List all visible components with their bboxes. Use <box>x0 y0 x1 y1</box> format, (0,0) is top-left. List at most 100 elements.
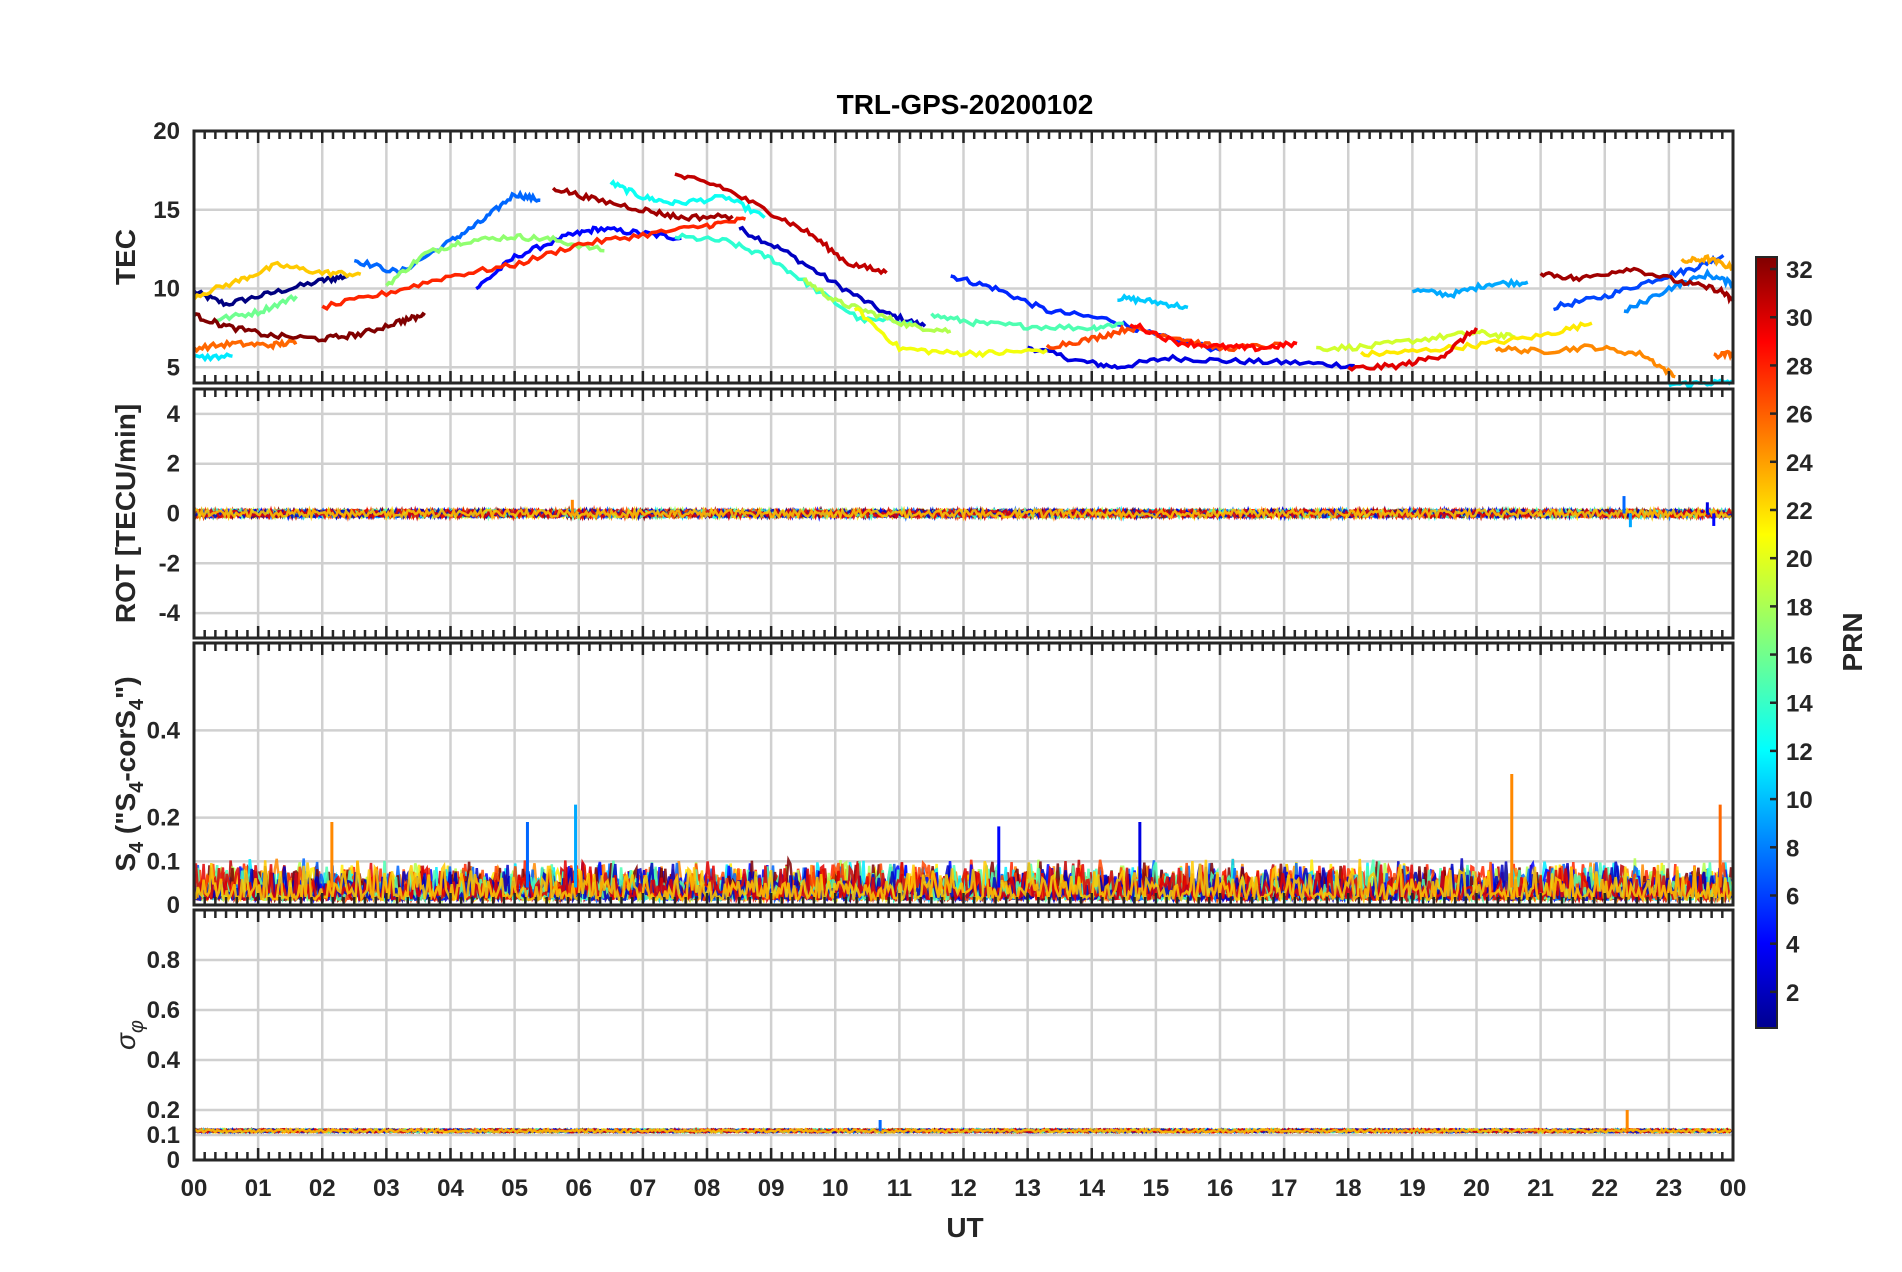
panel-ticks <box>192 389 1735 638</box>
x-tick-label: 13 <box>1014 1175 1041 1202</box>
colorbar-tick-label: 26 <box>1786 402 1813 429</box>
colorbar-tick-label: 2 <box>1786 980 1799 1007</box>
x-tick-label: 05 <box>501 1175 528 1202</box>
colorbar-tick-label: 4 <box>1786 932 1800 959</box>
tec-series-prn-31 <box>1539 266 1735 305</box>
tec-series-prn-25 <box>192 338 298 354</box>
panel-ticks <box>192 131 1735 383</box>
y-tick-label: 2 <box>167 451 180 478</box>
tec-series-prn-28 <box>1129 322 1298 353</box>
panel-rot: -4 -2 0 2 4 ROT [TECU/min] <box>110 387 1735 640</box>
rot-series-prn-22 <box>193 505 1732 522</box>
y-tick-label: 10 <box>153 276 180 303</box>
y-tick-label: 0.8 <box>147 947 180 974</box>
tec-series-prn-10 <box>1411 277 1529 300</box>
y-tick-label: 0 <box>167 501 180 528</box>
panel-ticks <box>192 910 1735 1160</box>
y-tick-label: 4 <box>167 401 181 428</box>
tec-series-prn-29 <box>1347 327 1479 372</box>
x-tick-label: 22 <box>1591 1175 1618 1202</box>
tec-series-prn-32 <box>193 311 426 343</box>
panel-tec-series <box>192 172 1735 389</box>
x-tick-label: 04 <box>437 1175 464 1202</box>
tec-series-prn-20 <box>853 306 1048 359</box>
x-axis: 00 01 02 03 04 05 06 07 08 09 10 11 12 13 14 15 16 17 18 19… <box>181 1175 1747 1202</box>
x-tick-label: 02 <box>309 1175 336 1202</box>
y-axis-label-s4: S4 ("S4-corS4") <box>110 676 148 871</box>
panel-tec: 5 10 15 20 TEC <box>110 118 1735 389</box>
colorbar-tick-label: 32 <box>1786 257 1813 284</box>
tec-series-prn-31 <box>551 186 734 223</box>
y-tick-label: 0.1 <box>147 1122 180 1149</box>
y-tick-label: -2 <box>159 550 180 577</box>
y-tick-label: 0.6 <box>147 997 180 1024</box>
y-tick-label: 0.2 <box>147 805 180 832</box>
panel-rot-series <box>192 496 1733 528</box>
y-tick-label: 0.1 <box>147 848 180 875</box>
tec-series-prn-25 <box>1713 349 1734 362</box>
x-tick-label: 17 <box>1271 1175 1298 1202</box>
x-tick-label: 19 <box>1399 1175 1426 1202</box>
y-tick-label: 0 <box>167 1147 180 1174</box>
x-tick-label: 09 <box>758 1175 785 1202</box>
tec-series-prn-11 <box>1117 293 1189 311</box>
tec-series-prn-13 <box>609 179 766 219</box>
colorbar-tick-label: 16 <box>1786 643 1813 670</box>
tec-series-prn-1 <box>192 273 349 308</box>
colorbar-tick-label: 30 <box>1786 305 1813 332</box>
colorbar-tick-label: 20 <box>1786 546 1813 573</box>
tec-series-prn-3 <box>738 225 927 329</box>
y-tick-label: 0.4 <box>147 1047 181 1074</box>
x-tick-label: 20 <box>1463 1175 1490 1202</box>
x-tick-label: 01 <box>245 1175 272 1202</box>
y-axis-label-sigma: σφ <box>110 1020 148 1050</box>
x-tick-label: 16 <box>1207 1175 1234 1202</box>
x-axis-label: UT <box>946 1212 983 1243</box>
y-tick-label: 20 <box>153 118 180 145</box>
x-tick-label: 21 <box>1527 1175 1554 1202</box>
x-tick-label: 00 <box>1720 1175 1747 1202</box>
y-axis-label-tec: TEC <box>110 229 141 285</box>
x-tick-label: 07 <box>630 1175 657 1202</box>
tec-series-prn-12 <box>193 352 233 363</box>
colorbar-tick-label: 8 <box>1786 835 1799 862</box>
tec-series-prn-4 <box>1027 345 1355 370</box>
x-tick-label: 14 <box>1078 1175 1105 1202</box>
x-tick-label: 23 <box>1656 1175 1683 1202</box>
tec-series-prn-30 <box>674 172 888 276</box>
tec-series-prn-23 <box>1680 254 1734 272</box>
sigma-series-prn-22 <box>193 1127 1732 1135</box>
tec-series-prn-19 <box>1316 328 1516 353</box>
colorbar-gradient <box>1755 256 1778 1029</box>
tec-series-prn-21 <box>1360 321 1593 358</box>
x-tick-label: 10 <box>822 1175 849 1202</box>
tec-series-prn-8 <box>353 189 541 277</box>
tec-series-prn-16 <box>213 293 298 323</box>
y-tick-label: -4 <box>159 600 181 627</box>
panel-ticks <box>192 643 1735 905</box>
tec-series-prn-24 <box>1494 343 1676 379</box>
x-tick-label: 06 <box>565 1175 592 1202</box>
colorbar-tick-label: 22 <box>1786 498 1813 525</box>
colorbar-tick-label: 14 <box>1786 691 1813 718</box>
colorbar-tick-label: 12 <box>1786 739 1813 766</box>
y-tick-label: 0.4 <box>147 717 181 744</box>
x-tick-label: 11 <box>887 1175 912 1202</box>
x-tick-label: 03 <box>373 1175 400 1202</box>
y-tick-label: 5 <box>167 354 180 381</box>
tec-series-prn-27 <box>321 216 747 311</box>
y-tick-label: 0 <box>167 892 180 919</box>
panel-sigma: 00.10.2 0.4 0.6 0.8 σφ <box>110 908 1735 1174</box>
x-tick-label: 15 <box>1143 1175 1170 1202</box>
colorbar-tick-label: 28 <box>1786 353 1813 380</box>
colorbar-tick-label: 10 <box>1786 787 1813 814</box>
y-tick-label: 0.2 <box>147 1097 180 1124</box>
colorbar-tick-label: 18 <box>1786 594 1813 621</box>
panel-s4: 0 0.1 0.2 0.4S4 ("S4-corS4") <box>110 641 1735 919</box>
tec-series-prn-15 <box>930 312 1125 333</box>
tec-series-prn-17 <box>385 232 605 287</box>
